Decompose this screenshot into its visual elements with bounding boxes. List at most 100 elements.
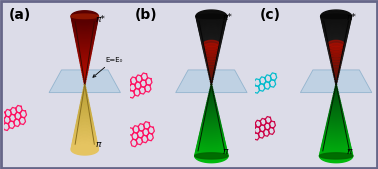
- Polygon shape: [328, 44, 345, 51]
- Polygon shape: [202, 119, 220, 127]
- Polygon shape: [84, 86, 85, 87]
- Polygon shape: [79, 56, 90, 61]
- Polygon shape: [333, 73, 339, 75]
- Polygon shape: [328, 48, 344, 54]
- Polygon shape: [80, 103, 89, 106]
- Polygon shape: [209, 93, 214, 95]
- Polygon shape: [326, 37, 346, 45]
- Polygon shape: [321, 14, 351, 26]
- Polygon shape: [200, 27, 223, 37]
- Polygon shape: [197, 139, 226, 151]
- Polygon shape: [327, 39, 346, 46]
- Polygon shape: [74, 28, 95, 37]
- Polygon shape: [333, 69, 339, 72]
- Polygon shape: [330, 52, 342, 57]
- Polygon shape: [83, 75, 87, 77]
- Polygon shape: [76, 123, 94, 130]
- Polygon shape: [72, 15, 98, 25]
- Polygon shape: [208, 96, 215, 99]
- Polygon shape: [335, 81, 337, 82]
- Polygon shape: [82, 96, 88, 99]
- Polygon shape: [195, 153, 228, 159]
- Polygon shape: [332, 63, 341, 67]
- Polygon shape: [324, 129, 348, 139]
- Polygon shape: [208, 69, 215, 72]
- Polygon shape: [330, 109, 343, 115]
- Polygon shape: [84, 79, 86, 80]
- Polygon shape: [334, 77, 338, 78]
- Polygon shape: [77, 118, 93, 124]
- Polygon shape: [73, 24, 96, 33]
- Polygon shape: [335, 78, 338, 80]
- Polygon shape: [73, 18, 97, 28]
- Polygon shape: [78, 50, 91, 56]
- Polygon shape: [82, 73, 87, 75]
- Polygon shape: [201, 33, 222, 42]
- Polygon shape: [330, 106, 342, 111]
- Polygon shape: [206, 60, 217, 64]
- Polygon shape: [205, 109, 218, 115]
- Polygon shape: [198, 23, 224, 34]
- Polygon shape: [325, 127, 347, 137]
- Polygon shape: [77, 45, 92, 51]
- Polygon shape: [333, 70, 339, 72]
- Polygon shape: [328, 46, 344, 53]
- Polygon shape: [205, 108, 218, 113]
- Polygon shape: [204, 48, 219, 54]
- Polygon shape: [209, 76, 213, 77]
- Polygon shape: [206, 52, 217, 57]
- Polygon shape: [322, 18, 350, 29]
- Polygon shape: [331, 104, 341, 109]
- Polygon shape: [211, 84, 212, 85]
- Polygon shape: [72, 139, 98, 150]
- Polygon shape: [195, 149, 228, 163]
- Polygon shape: [324, 25, 349, 35]
- Polygon shape: [81, 64, 89, 67]
- Polygon shape: [330, 56, 342, 61]
- Polygon shape: [211, 81, 212, 82]
- Text: π: π: [347, 147, 352, 155]
- Polygon shape: [211, 84, 212, 85]
- Polygon shape: [76, 37, 94, 44]
- Polygon shape: [71, 13, 98, 23]
- Polygon shape: [71, 14, 98, 19]
- Polygon shape: [197, 141, 226, 153]
- Polygon shape: [49, 70, 121, 93]
- Polygon shape: [202, 41, 221, 48]
- Polygon shape: [335, 89, 338, 91]
- Polygon shape: [76, 35, 94, 43]
- Polygon shape: [333, 94, 339, 97]
- Polygon shape: [76, 39, 93, 46]
- Polygon shape: [205, 54, 218, 59]
- Polygon shape: [203, 118, 220, 125]
- Polygon shape: [324, 131, 348, 141]
- Polygon shape: [76, 121, 93, 128]
- Polygon shape: [80, 58, 90, 62]
- Polygon shape: [205, 49, 218, 54]
- Polygon shape: [74, 26, 96, 35]
- Polygon shape: [203, 42, 220, 50]
- Polygon shape: [322, 141, 351, 153]
- Polygon shape: [73, 136, 97, 146]
- Polygon shape: [83, 90, 87, 92]
- Polygon shape: [76, 124, 94, 131]
- Polygon shape: [71, 11, 98, 22]
- Polygon shape: [75, 32, 94, 40]
- Text: π: π: [96, 140, 101, 149]
- Polygon shape: [325, 29, 348, 39]
- Polygon shape: [201, 126, 222, 135]
- Polygon shape: [73, 22, 96, 32]
- Polygon shape: [84, 87, 86, 88]
- Polygon shape: [329, 50, 344, 56]
- Polygon shape: [204, 50, 219, 56]
- Polygon shape: [206, 58, 216, 62]
- Polygon shape: [331, 55, 341, 59]
- Polygon shape: [320, 146, 352, 159]
- Polygon shape: [323, 23, 349, 34]
- Polygon shape: [330, 54, 343, 59]
- Polygon shape: [334, 75, 338, 77]
- Polygon shape: [329, 52, 343, 58]
- Polygon shape: [72, 16, 98, 27]
- Polygon shape: [197, 16, 226, 27]
- Polygon shape: [323, 134, 349, 145]
